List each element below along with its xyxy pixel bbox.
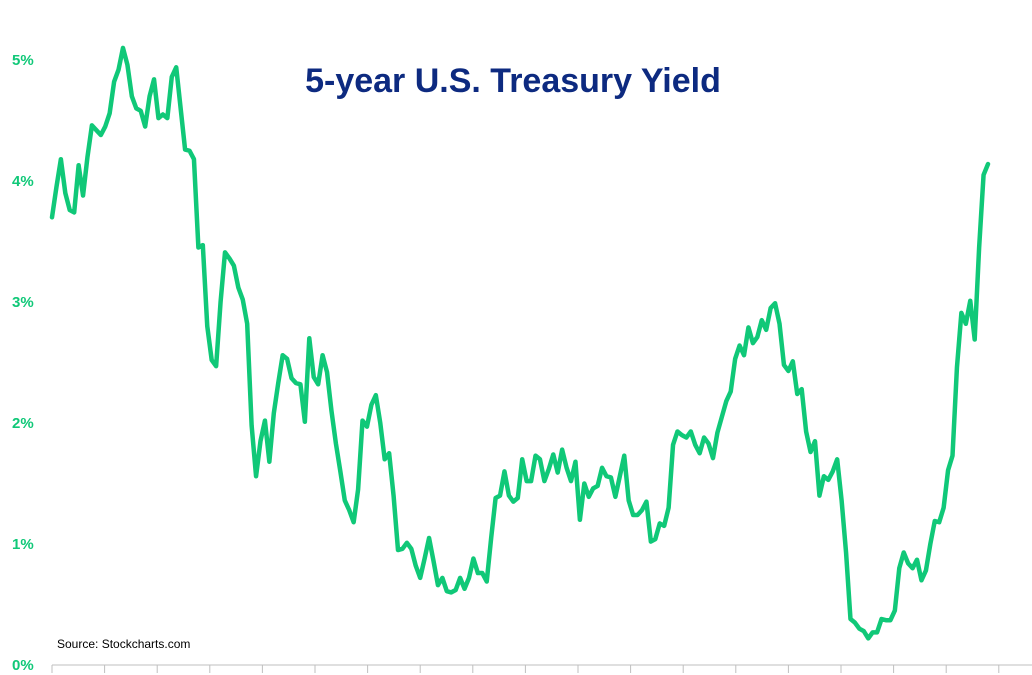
y-tick-label: 1% [12, 536, 34, 553]
y-tick-label: 4% [12, 173, 34, 190]
y-tick-label: 5% [12, 52, 34, 69]
chart-title: 5-year U.S. Treasury Yield [305, 62, 721, 100]
series-line-5-year-yield [49, 45, 991, 641]
x-axis-ticks [51, 665, 1000, 673]
y-tick-label: 0% [12, 657, 34, 674]
y-tick-label: 2% [12, 415, 34, 432]
source-note: Source: Stockcharts.com [57, 637, 190, 651]
y-axis-tick-labels: 0% 1% 2% 3% 4% 5% [12, 52, 34, 674]
y-tick-label: 3% [12, 294, 34, 311]
